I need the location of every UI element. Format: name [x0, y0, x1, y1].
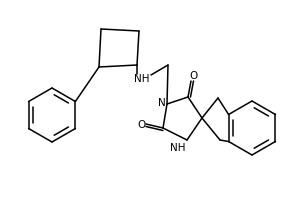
- Text: NH: NH: [170, 143, 186, 153]
- Text: O: O: [189, 71, 197, 81]
- Text: NH: NH: [134, 74, 150, 84]
- Text: O: O: [137, 120, 145, 130]
- Text: N: N: [158, 98, 166, 108]
